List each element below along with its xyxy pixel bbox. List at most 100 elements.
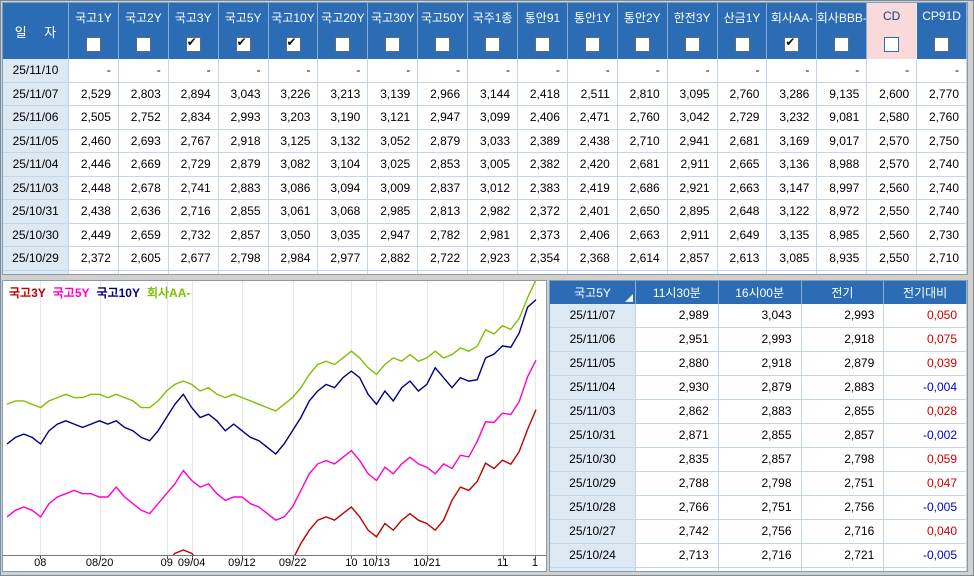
column-checkbox-CD[interactable] [884, 37, 900, 52]
rate-cell: 3,125 [269, 129, 319, 152]
detail-value-cell: 2,993 [802, 304, 885, 327]
table-row[interactable]: 25/11/06 2,505 2,752 2,834 2,993 3,203 3,190 3,… [3, 106, 967, 130]
rate-cell: 8,985 [817, 223, 868, 246]
change-cell: 0,050 [884, 304, 967, 327]
column-checkbox-CP91D[interactable] [934, 37, 950, 52]
rate-cell: 3,232 [767, 106, 818, 129]
change-cell: 0,040 [884, 520, 967, 543]
table-row[interactable]: 25/11/05 2,460 2,693 2,767 2,918 3,125 3,132 3,… [3, 129, 967, 153]
detail-value-cell: 2,879 [802, 352, 885, 375]
gridline [534, 281, 536, 556]
rate-cell: 2,770 [917, 82, 967, 105]
rate-cell: 3,136 [767, 153, 818, 176]
column-checkbox-한전3Y[interactable] [684, 37, 700, 52]
rate-cell [169, 270, 219, 274]
column-checkbox-국고5Y[interactable] [235, 36, 251, 52]
rate-cell: 2,681 [618, 153, 668, 176]
table-row[interactable]: 25/10/29 2,372 2,605 2,677 2,798 2,984 2,977 2,… [3, 247, 967, 271]
table-row[interactable]: 25/10/30 2,449 2,659 2,732 2,857 3,050 3,035 2,… [3, 223, 967, 247]
column-checkbox-국고20Y[interactable] [335, 37, 351, 52]
detail-row[interactable]: 25/10/27 2,742 2,756 2,716 0,040 [550, 520, 967, 544]
column-checkbox-통안2Y[interactable] [634, 37, 650, 52]
column-checkbox-통안1Y[interactable] [584, 37, 600, 52]
rate-cell: 9,081 [817, 106, 868, 129]
rate-cell: 2,636 [119, 200, 169, 223]
daily-rates-table: 일 자 국고1Y 국고2Y 국고3Y 국고5Y 국고10Y 국고20Y 국고30Y 국고50Y… [2, 2, 968, 275]
detail-row[interactable]: 25/11/03 2,862 2,883 2,855 0,028 [550, 400, 967, 424]
rate-cell: 2,529 [69, 82, 119, 105]
rate-cell: 3,043 [219, 82, 269, 105]
rate-cell: 2,977 [318, 247, 369, 270]
rate-cell: 3,012 [468, 176, 519, 199]
table-row[interactable]: 25/11/07 2,529 2,803 2,894 3,043 3,226 3,213 3,… [3, 82, 967, 106]
detail-value-cell: 2,835 [636, 448, 719, 471]
rate-cell: 2,760 [718, 82, 768, 105]
column-checkbox-국고3Y[interactable] [185, 36, 201, 52]
rate-cell: 2,648 [718, 200, 768, 223]
column-checkbox-통안91[interactable] [534, 37, 550, 52]
yield-chart-plot [3, 281, 546, 556]
axis-label: 09 [160, 557, 173, 569]
legend-item-국고5Y: 국고5Y [52, 286, 90, 300]
column-checkbox-국고2Y[interactable] [135, 37, 151, 52]
column-checkbox-회사AA-[interactable] [784, 36, 800, 52]
rate-cell: 2,923 [468, 247, 519, 270]
yield-lines [6, 281, 537, 556]
detail-value-cell [719, 568, 802, 571]
detail-date-cell: 25/11/05 [550, 352, 636, 375]
rate-cell: 2,982 [468, 200, 519, 223]
column-checkbox-국고30Y[interactable] [385, 37, 401, 52]
detail-row[interactable]: 25/10/31 2,871 2,855 2,857 -0,002 [550, 424, 967, 448]
column-checkbox-회사BBB-[interactable] [834, 37, 850, 52]
rate-cell: 3,005 [468, 153, 519, 176]
detail-row[interactable]: 25/11/06 2,951 2,993 2,918 0,075 [550, 328, 967, 352]
axis-tick [40, 556, 42, 559]
detail-value-cell: 2,857 [802, 424, 885, 447]
column-checkbox-산금1Y[interactable] [734, 37, 750, 52]
table-row[interactable]: 25/11/03 2,448 2,678 2,741 2,883 3,086 3,094 3,… [3, 176, 967, 200]
detail-value-cell [802, 568, 885, 571]
detail-value-cell: 2,862 [636, 400, 719, 423]
legend-item-국고10Y: 국고10Y [96, 286, 140, 300]
chart-x-axis: 08 08/20 09 09/04 09/12 09/22 10 10/13 10/21 11 1 [3, 555, 546, 571]
detail-row[interactable]: 25/11/07 2,989 3,043 2,993 0,050 [550, 304, 967, 328]
rate-cell: - [568, 59, 618, 82]
rate-cell: 3,121 [368, 106, 419, 129]
detail-row[interactable]: 25/10/24 2,713 2,716 2,721 -0,005 [550, 544, 967, 568]
rate-cell: 9,135 [817, 82, 868, 105]
rate-cell: 2,966 [418, 82, 469, 105]
column-header-국고10Y: 국고10Y [269, 3, 319, 59]
rate-cell: 2,550 [867, 200, 918, 223]
detail-row[interactable]: 25/10/30 2,835 2,857 2,798 0,059 [550, 448, 967, 472]
table-row[interactable]: 25/10/31 2,438 2,636 2,716 2,855 3,061 3,068 2,… [3, 200, 967, 224]
column-checkbox-국고1Y[interactable] [85, 37, 101, 52]
column-checkbox-국고50Y[interactable] [435, 37, 451, 52]
rate-cell: 3,226 [269, 82, 319, 105]
rate-cell: 3,122 [767, 200, 818, 223]
rate-cell: 2,406 [518, 106, 568, 129]
detail-row[interactable]: 25/10/29 2,788 2,798 2,751 0,047 [550, 472, 967, 496]
rate-cell: 3,082 [269, 153, 319, 176]
column-label: 한전3Y [673, 11, 711, 25]
column-checkbox-국주1종[interactable] [485, 37, 501, 52]
legend-item-회사AA-: 회사AA- [146, 286, 191, 300]
change-cell: -0,005 [884, 544, 967, 567]
column-label: 회사BBB- [817, 11, 867, 25]
table-row[interactable]: 25/11/10- - - - - - - - - - - - - - - - - - [3, 59, 967, 83]
rate-cell: 3,052 [368, 129, 419, 152]
rate-cell: 2,947 [418, 106, 469, 129]
axis-label: 08/20 [85, 557, 114, 569]
column-checkbox-국고10Y[interactable] [285, 36, 301, 52]
detail-row[interactable]: 25/11/04 2,930 2,879 2,883 -0,004 [550, 376, 967, 400]
table-row[interactable]: 25/11/04 2,446 2,669 2,729 2,879 3,082 3,104 3,… [3, 153, 967, 177]
detail-value-cell [884, 568, 967, 571]
series-selector[interactable]: 국고5Y [550, 281, 636, 304]
rate-cell: 2,460 [69, 129, 119, 152]
detail-row[interactable]: 25/11/05 2,880 2,918 2,879 0,039 [550, 352, 967, 376]
column-header-국고50Y: 국고50Y [418, 3, 469, 59]
axis-tick [534, 556, 536, 559]
detail-row[interactable]: 25/10/28 2,766 2,751 2,756 -0,005 [550, 496, 967, 520]
rate-cell: 2,354 [518, 247, 568, 270]
rate-cell: 2,879 [418, 129, 469, 152]
table-row[interactable] [3, 270, 967, 274]
